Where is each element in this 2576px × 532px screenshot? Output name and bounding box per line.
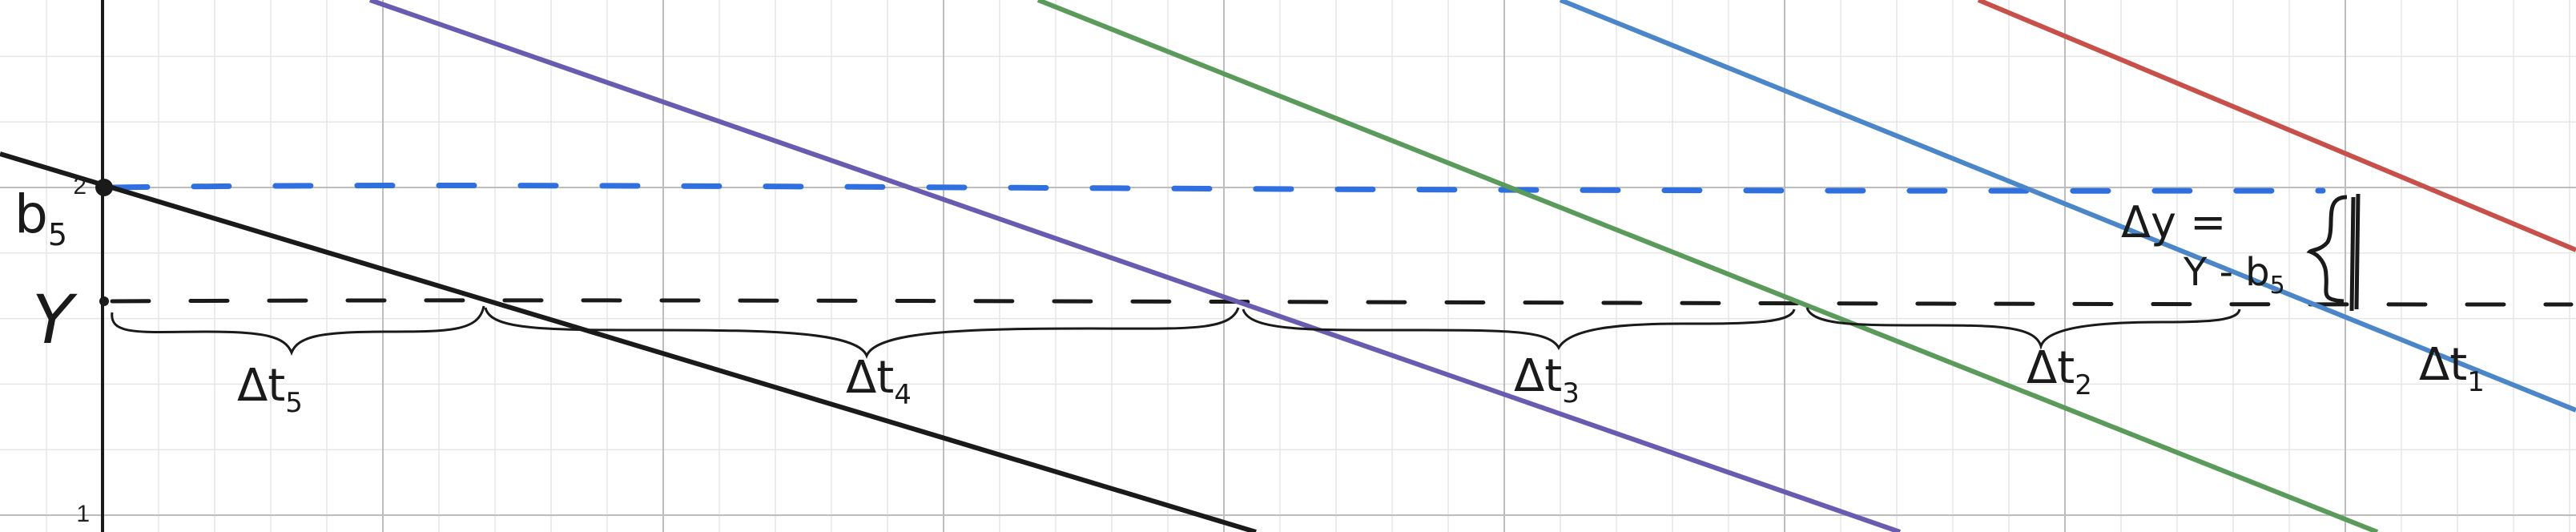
delta-y-brace — [2306, 195, 2348, 304]
point-b5[interactable] — [95, 179, 113, 196]
delta-y-label: Δy = — [2121, 197, 2226, 248]
y-tick-label-1: 1 — [76, 501, 90, 527]
brace-dt4 — [484, 307, 1240, 360]
delta-t3-label: Δt3 — [1514, 350, 1580, 409]
point-y[interactable] — [99, 296, 109, 306]
delta-t4-label: Δt4 — [846, 352, 912, 411]
green-line — [1036, 0, 2379, 532]
brace-dt2 — [1805, 307, 2241, 350]
delta-t5-label: Δt5 — [237, 360, 303, 419]
delta-y-expression: Y - b5 — [2183, 250, 2285, 300]
delta-t1-label: Δt1 — [2419, 339, 2485, 398]
brace-dt5 — [111, 305, 485, 357]
blue-line — [1559, 0, 2576, 413]
red-line — [1977, 0, 2576, 252]
brace-dt3 — [1242, 308, 1796, 351]
purple-line — [369, 0, 1901, 532]
black-line — [0, 151, 1257, 532]
delta-t2-label: Δt2 — [2027, 342, 2092, 401]
b5-dashed-line — [109, 183, 2326, 194]
delta-y-bracket — [2349, 193, 2361, 312]
y-label: Y — [32, 280, 78, 359]
b5-label: b5 — [14, 183, 67, 252]
